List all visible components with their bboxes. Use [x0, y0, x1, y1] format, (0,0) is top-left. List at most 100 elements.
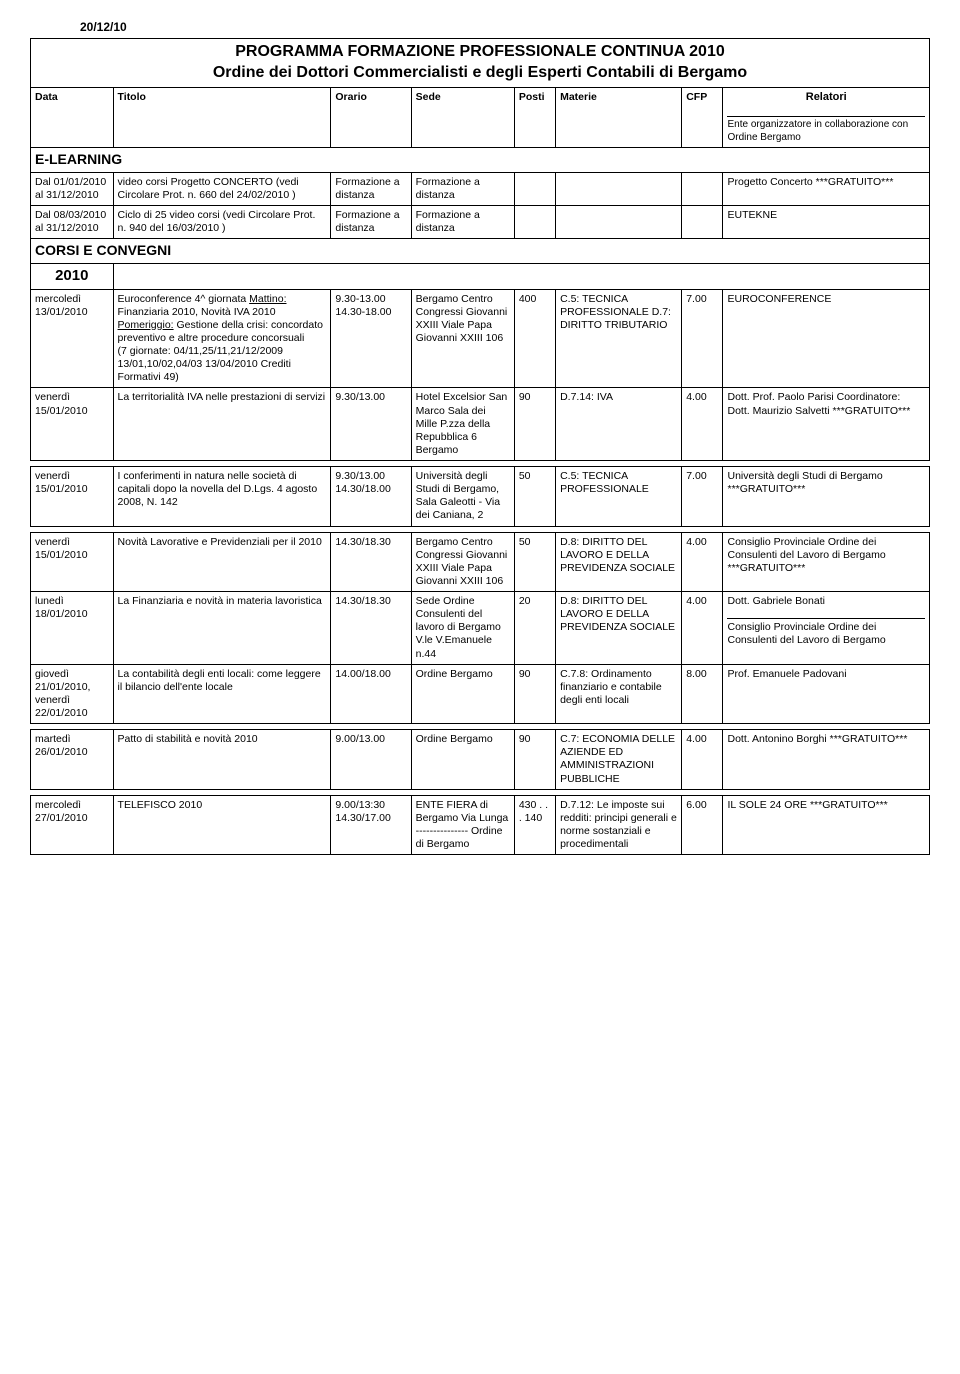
cell-data: giovedì 21/01/2010, venerdì 22/01/2010: [31, 664, 114, 724]
cell-titolo: I conferimenti in natura nelle società d…: [113, 467, 331, 527]
cell-ente: Progetto Concerto ***GRATUITO***: [723, 172, 930, 205]
ente-label: Ente organizzatore in collaborazione con…: [727, 116, 925, 144]
cell-sede: Ordine Bergamo: [411, 730, 514, 790]
cell-posti: 50: [514, 467, 555, 527]
cell-data: venerdì 15/01/2010: [31, 467, 114, 527]
cell-titolo: Euroconference 4^ giornata Mattino: Fina…: [113, 289, 331, 388]
cell-sede: Bergamo Centro Congressi Giovanni XXIII …: [411, 289, 514, 388]
cell-orario: 14.00/18.00: [331, 664, 411, 724]
title-row: PROGRAMMA FORMAZIONE PROFESSIONALE CONTI…: [31, 39, 930, 88]
cell-orario: 9.00/13.00: [331, 730, 411, 790]
cell-ente: Università degli Studi di Bergamo ***GRA…: [723, 467, 930, 527]
cell-data: Dal 01/01/2010 al 31/12/2010: [31, 172, 114, 205]
cell-posti: 90: [514, 664, 555, 724]
cell-posti: [514, 172, 555, 205]
col-header-data: Data: [31, 87, 114, 148]
cell-data: Dal 08/03/2010 al 31/12/2010: [31, 206, 114, 239]
cell-sede: ENTE FIERA di Bergamo Via Lunga --------…: [411, 795, 514, 855]
cell-ente: EUTEKNE: [723, 206, 930, 239]
cell-orario: Formazione a distanza: [331, 206, 411, 239]
section-elearning: E-LEARNING: [31, 148, 930, 173]
cell-orario: Formazione a distanza: [331, 172, 411, 205]
cell-titolo: La Finanziaria e novità in materia lavor…: [113, 592, 331, 665]
page-title: PROGRAMMA FORMAZIONE PROFESSIONALE CONTI…: [35, 42, 925, 84]
cell-ente: Dott. Gabriele Bonati Consiglio Provinci…: [723, 592, 930, 665]
table-row: martedì 26/01/2010 Patto di stabilità e …: [31, 730, 930, 790]
table-row: Dal 08/03/2010 al 31/12/2010 Ciclo di 25…: [31, 206, 930, 239]
cell-orario: 9.30-13.00 14.30-18.00: [331, 289, 411, 388]
document-date: 20/12/10: [80, 20, 930, 34]
cell-sede: Formazione a distanza: [411, 206, 514, 239]
cell-cfp: 6.00: [682, 795, 723, 855]
cell-cfp: 4.00: [682, 730, 723, 790]
cell-sede: Formazione a distanza: [411, 172, 514, 205]
col-header-ente: Relatori Ente organizzatore in collabora…: [723, 87, 930, 148]
cell-materie: [556, 206, 682, 239]
cell-orario: 9.00/13:30 14.30/17.00: [331, 795, 411, 855]
cell-materie: D.8: DIRITTO DEL LAVORO E DELLA PREVIDEN…: [556, 532, 682, 592]
cell-titolo: La contabilità degli enti locali: come l…: [113, 664, 331, 724]
cell-materie: D.8: DIRITTO DEL LAVORO E DELLA PREVIDEN…: [556, 592, 682, 665]
col-header-sede: Sede: [411, 87, 514, 148]
cell-titolo: Ciclo di 25 video corsi (vedi Circolare …: [113, 206, 331, 239]
cell-materie: C.7.8: Ordinamento finanziario e contabi…: [556, 664, 682, 724]
section-year: 2010: [31, 263, 930, 289]
cell-posti: 90: [514, 730, 555, 790]
table-row: lunedì 18/01/2010 La Finanziaria e novit…: [31, 592, 930, 665]
cell-ente: Dott. Antonino Borghi ***GRATUITO***: [723, 730, 930, 790]
cell-data: mercoledì 27/01/2010: [31, 795, 114, 855]
main-table: PROGRAMMA FORMAZIONE PROFESSIONALE CONTI…: [30, 38, 930, 855]
col-header-posti: Posti: [514, 87, 555, 148]
cell-cfp: 4.00: [682, 592, 723, 665]
cell-posti: 400: [514, 289, 555, 388]
table-row: Dal 01/01/2010 al 31/12/2010 video corsi…: [31, 172, 930, 205]
table-row: mercoledì 13/01/2010 Euroconference 4^ g…: [31, 289, 930, 388]
cell-titolo: Patto di stabilità e novità 2010: [113, 730, 331, 790]
cell-materie: C.5: TECNICA PROFESSIONALE D.7: DIRITTO …: [556, 289, 682, 388]
cell-titolo: La territorialità IVA nelle prestazioni …: [113, 388, 331, 461]
cell-posti: [514, 206, 555, 239]
cell-orario: 14.30/18.30: [331, 532, 411, 592]
cell-ente: Consiglio Provinciale Ordine dei Consule…: [723, 532, 930, 592]
cell-data: martedì 26/01/2010: [31, 730, 114, 790]
col-header-cfp: CFP: [682, 87, 723, 148]
cell-cfp: 7.00: [682, 467, 723, 527]
relatori-label: Relatori: [727, 91, 925, 105]
cell-sede: Hotel Excelsior San Marco Sala dei Mille…: [411, 388, 514, 461]
cell-posti: 430 . . . 140: [514, 795, 555, 855]
cell-data: mercoledì 13/01/2010: [31, 289, 114, 388]
cell-materie: D.7.14: IVA: [556, 388, 682, 461]
table-row: venerdì 15/01/2010 La territorialità IVA…: [31, 388, 930, 461]
cell-posti: 50: [514, 532, 555, 592]
cell-orario: 9.30/13.00: [331, 388, 411, 461]
cell-sede: Ordine Bergamo: [411, 664, 514, 724]
cell-materie: C.7: ECONOMIA DELLE AZIENDE ED AMMINISTR…: [556, 730, 682, 790]
cell-orario: 9.30/13.00 14.30/18.00: [331, 467, 411, 527]
cell-cfp: 8.00: [682, 664, 723, 724]
col-header-materie: Materie: [556, 87, 682, 148]
cell-titolo: video corsi Progetto CONCERTO (vedi Circ…: [113, 172, 331, 205]
cell-sede: Università degli Studi di Bergamo, Sala …: [411, 467, 514, 527]
cell-sede: Bergamo Centro Congressi Giovanni XXIII …: [411, 532, 514, 592]
cell-posti: 90: [514, 388, 555, 461]
cell-materie: [556, 172, 682, 205]
cell-cfp: [682, 172, 723, 205]
cell-titolo: TELEFISCO 2010: [113, 795, 331, 855]
section-corsi: CORSI E CONVEGNI: [31, 239, 930, 264]
cell-materie: D.7.12: Le imposte sui redditi: principi…: [556, 795, 682, 855]
cell-ente: EUROCONFERENCE: [723, 289, 930, 388]
cell-ente: Prof. Emanuele Padovani: [723, 664, 930, 724]
cell-data: lunedì 18/01/2010: [31, 592, 114, 665]
table-row: giovedì 21/01/2010, venerdì 22/01/2010 L…: [31, 664, 930, 724]
cell-titolo: Novità Lavorative e Previdenziali per il…: [113, 532, 331, 592]
col-header-orario: Orario: [331, 87, 411, 148]
cell-cfp: 4.00: [682, 388, 723, 461]
cell-cfp: 7.00: [682, 289, 723, 388]
header-row: Data Titolo Orario Sede Posti Materie CF…: [31, 87, 930, 148]
table-row: mercoledì 27/01/2010 TELEFISCO 2010 9.00…: [31, 795, 930, 855]
table-row: venerdì 15/01/2010 Novità Lavorative e P…: [31, 532, 930, 592]
cell-cfp: [682, 206, 723, 239]
cell-sede: Sede Ordine Consulenti del lavoro di Ber…: [411, 592, 514, 665]
cell-materie: C.5: TECNICA PROFESSIONALE: [556, 467, 682, 527]
cell-posti: 20: [514, 592, 555, 665]
